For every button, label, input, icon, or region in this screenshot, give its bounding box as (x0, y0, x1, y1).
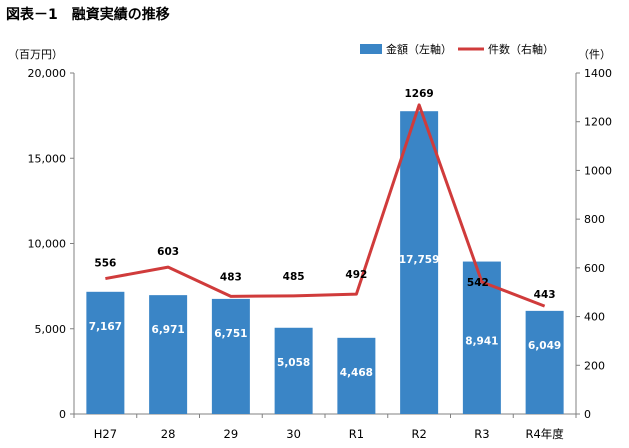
line-data-label: 492 (345, 269, 367, 281)
left-axis-tick-label: 0 (59, 408, 66, 421)
chart-title: 図表－1 融資実績の推移 (6, 7, 170, 23)
legend: 金額（左軸） 件数（右軸） (360, 42, 554, 56)
x-axis-category-label: R2 (411, 427, 426, 441)
right-axis-tick-label: 1200 (584, 116, 612, 129)
bar-data-label: 17,759 (399, 254, 440, 266)
legend-bar-swatch (360, 44, 382, 54)
line-data-label: 483 (220, 271, 242, 283)
right-axis-tick-label: 200 (584, 359, 605, 372)
right-axis-tick-label: 400 (584, 311, 605, 324)
legend-line-label: 件数（右軸） (488, 42, 554, 56)
bar-data-label: 5,058 (277, 357, 310, 369)
legend-bar-label: 金額（左軸） (386, 42, 452, 56)
line-data-label: 485 (283, 271, 305, 283)
bar-data-label: 6,971 (152, 324, 185, 336)
bar-data-label: 6,751 (214, 328, 247, 340)
left-axis-tick-label: 5,000 (35, 323, 67, 336)
line-data-label: 556 (94, 258, 116, 270)
line-data-label: 542 (467, 277, 489, 289)
bar-data-label: 4,468 (340, 367, 373, 379)
x-axis-category-label: R3 (474, 427, 489, 441)
bar (525, 310, 564, 414)
bar-data-label: 6,049 (528, 340, 561, 352)
line-data-label: 443 (534, 289, 556, 301)
bar (337, 337, 376, 414)
bar (86, 291, 125, 414)
line-series (105, 103, 546, 308)
bar-data-label: 7,167 (89, 321, 122, 333)
right-axis-tick-label: 1400 (584, 67, 612, 80)
x-axis-category-label: R1 (349, 427, 364, 441)
x-axis-category-label: H27 (94, 427, 117, 441)
bar-data-label: 8,941 (465, 336, 498, 348)
bar (274, 327, 313, 414)
bar (149, 295, 188, 414)
x-axis-category-label: 30 (286, 427, 301, 441)
bar (211, 298, 250, 414)
left-axis-tick-label: 20,000 (28, 67, 67, 80)
right-axis-tick-label: 600 (584, 262, 605, 275)
right-axis-unit: （件） (578, 48, 611, 61)
left-axis-tick-label: 15,000 (28, 152, 67, 165)
left-axis-unit: （百万円） (8, 48, 63, 61)
right-axis-tick-label: 1000 (584, 164, 612, 177)
bar (400, 111, 439, 415)
x-axis-category-label: 28 (161, 427, 176, 441)
line-data-label: 603 (157, 246, 179, 258)
line-data-label: 1269 (405, 88, 434, 100)
right-axis-tick-label: 800 (584, 213, 605, 226)
right-axis-tick-label: 0 (584, 408, 591, 421)
x-axis-category-label: 29 (224, 427, 239, 441)
left-axis-tick-label: 10,000 (28, 238, 67, 251)
x-axis-category-label: R4年度 (525, 427, 564, 441)
